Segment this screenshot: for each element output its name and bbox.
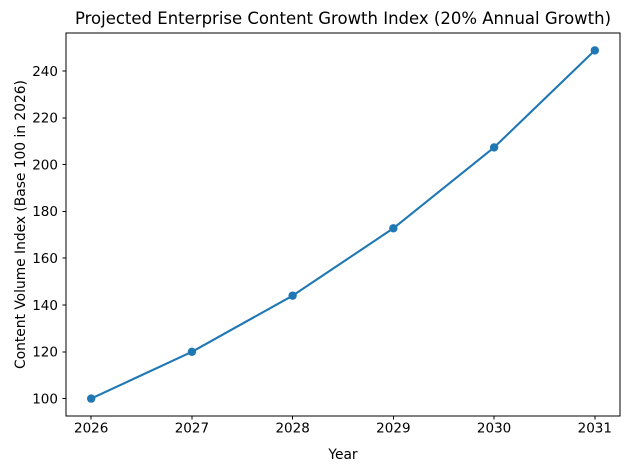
y-tick-label: 220: [32, 111, 58, 127]
x-tick-label: 2030: [477, 421, 511, 437]
x-tick-label: 2031: [578, 421, 612, 437]
y-axis-label: Content Volume Index (Base 100 in 2026): [13, 80, 29, 369]
y-tick-label: 160: [32, 251, 58, 267]
y-tick-label: 100: [32, 391, 58, 407]
y-tick-label: 240: [32, 64, 58, 80]
chart-title: Projected Enterprise Content Growth Inde…: [75, 9, 611, 28]
y-tick-label: 200: [32, 157, 58, 173]
data-point: [389, 224, 398, 233]
plot-border: [65, 32, 621, 417]
data-point: [288, 291, 297, 300]
x-tick-label: 2028: [275, 421, 309, 437]
y-tick-label: 120: [32, 345, 58, 361]
x-tick-label: 2029: [376, 421, 410, 437]
data-point: [489, 143, 499, 152]
y-tick-label: 180: [32, 204, 58, 220]
data-point: [187, 347, 197, 357]
data-point: [590, 46, 600, 55]
plot-area: 2026 2027 2028 2029 2030 2031 100 120 140 160 180 2…: [32, 32, 621, 437]
data-point: [86, 394, 96, 403]
x-tick-label: 2026: [74, 421, 108, 437]
x-tick-label: 2027: [175, 421, 209, 437]
data-line: [90, 49, 596, 400]
x-axis-label: Year: [327, 447, 358, 463]
y-tick-label: 140: [32, 298, 58, 314]
